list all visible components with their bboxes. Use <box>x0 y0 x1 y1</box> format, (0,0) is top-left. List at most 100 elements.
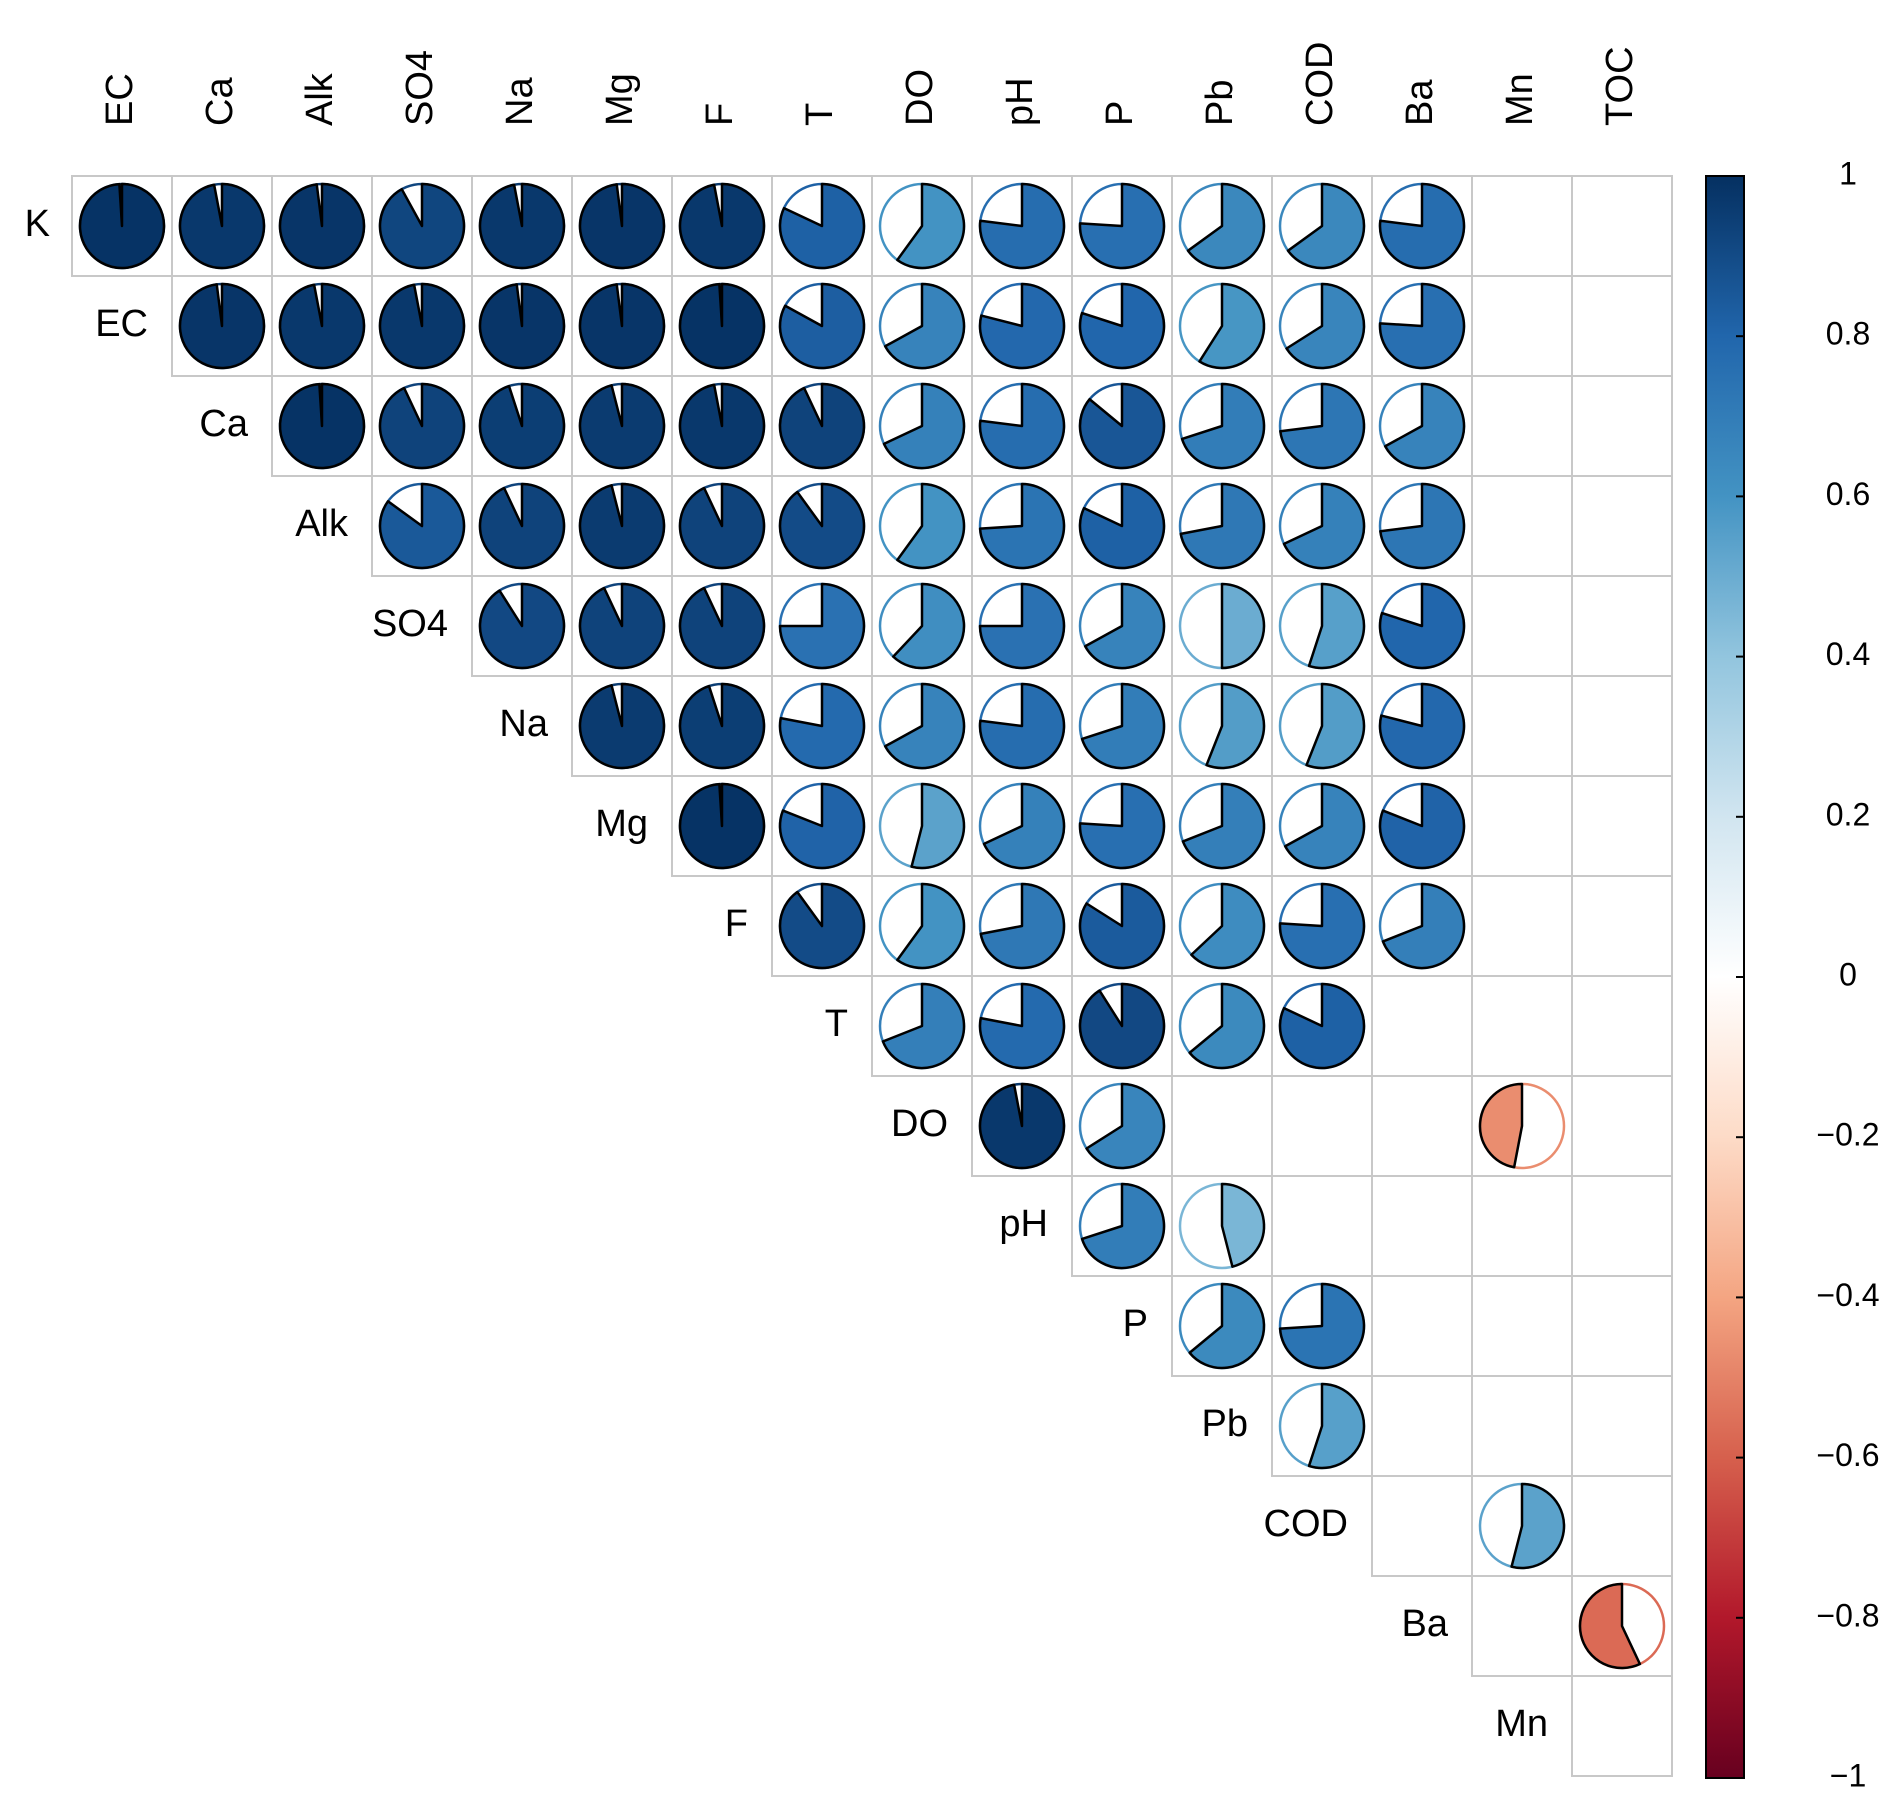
pie-sector <box>1078 382 1166 470</box>
pie-sector <box>778 482 866 570</box>
row-label: DO <box>891 1103 948 1145</box>
grid-cell <box>1371 1175 1473 1277</box>
grid-cell <box>1471 675 1573 777</box>
grid-cell <box>1571 375 1673 477</box>
row-label: P <box>1123 1303 1148 1345</box>
pie-sector <box>778 882 866 970</box>
pie-sector <box>578 582 666 670</box>
row-label: SO4 <box>372 603 448 645</box>
row-label: Mg <box>595 803 648 845</box>
pie-sector <box>378 182 466 270</box>
pie-sector <box>1085 1082 1166 1170</box>
pie-sector <box>1188 1282 1266 1370</box>
grid-cell <box>1471 1375 1573 1477</box>
column-label: Mg <box>599 73 641 126</box>
pie-sector <box>1285 282 1366 370</box>
row-label: Na <box>499 703 548 745</box>
pie-sector <box>1279 382 1366 470</box>
grid-cell <box>1271 1075 1373 1177</box>
pie-sector <box>883 682 966 770</box>
pie-sector <box>1378 282 1466 370</box>
pie-sector <box>896 482 966 570</box>
pie-sector <box>1080 682 1166 770</box>
pie-sector <box>1078 282 1166 370</box>
pie-sector <box>1278 1282 1366 1370</box>
pie-sector <box>378 382 466 470</box>
row-label: T <box>825 1003 848 1045</box>
pie-sector <box>1080 1182 1166 1270</box>
pie-sector <box>978 182 1066 270</box>
grid-cell <box>1571 475 1673 577</box>
grid-cell <box>1471 1175 1573 1277</box>
column-label: Alk <box>299 72 341 126</box>
grid-cell <box>1571 775 1673 877</box>
pie-sector <box>578 282 666 370</box>
pie-sector <box>1305 682 1366 770</box>
pie-sector <box>1381 882 1466 970</box>
row-label: Ba <box>1402 1603 1449 1645</box>
grid-cell <box>1471 175 1573 277</box>
pie-sector <box>910 782 966 870</box>
pie-sector <box>1283 782 1366 870</box>
column-label: COD <box>1299 42 1341 126</box>
pie-sector <box>1278 982 1366 1070</box>
pie-sector <box>778 582 866 670</box>
pie-sector <box>978 382 1066 470</box>
grid-cell <box>1571 575 1673 677</box>
colorbar-tick-label: −0.6 <box>1816 1437 1879 1473</box>
grid-cell <box>1571 1275 1673 1377</box>
grid-cell <box>1471 1575 1573 1677</box>
grid-cell <box>1571 875 1673 977</box>
grid-cell <box>1471 475 1573 577</box>
pie-sector <box>578 482 666 570</box>
column-label: Ca <box>199 77 241 126</box>
pie-sector <box>1188 982 1266 1070</box>
pie-sector <box>978 582 1066 670</box>
pie-sector <box>1378 182 1466 270</box>
row-label: EC <box>95 303 148 345</box>
pie-sector <box>1378 782 1466 870</box>
pie-sector <box>1181 782 1266 870</box>
column-label: Pb <box>1199 80 1241 126</box>
column-label: DO <box>899 69 941 126</box>
pie-sector <box>378 282 466 370</box>
pie-sector <box>678 282 766 370</box>
pie-sector <box>1186 182 1266 270</box>
pie-sector <box>982 782 1066 870</box>
colorbar-tick-label: 0.2 <box>1826 796 1870 832</box>
colorbar-tick-label: −0.8 <box>1816 1597 1879 1633</box>
grid-cell <box>1571 275 1673 377</box>
pie-sector <box>1220 582 1266 670</box>
grid-cell <box>1571 1175 1673 1277</box>
grid-cell <box>1571 675 1673 777</box>
pie-sector <box>1078 482 1166 570</box>
pie-sector <box>178 282 266 370</box>
grid-cell <box>1571 975 1673 1077</box>
pie-sector <box>678 382 766 470</box>
pie-sector <box>978 1082 1066 1170</box>
colorbar-tick-label: 0.8 <box>1826 316 1870 352</box>
column-label: EC <box>99 73 141 126</box>
colorbar-tick-label: −0.4 <box>1816 1277 1879 1313</box>
pie-sector <box>1510 1482 1566 1570</box>
pie-sector <box>1379 482 1466 570</box>
pie-sector <box>1383 382 1466 470</box>
grid-cell <box>1471 375 1573 477</box>
pie-sector <box>891 582 966 670</box>
pie-sector <box>678 582 766 670</box>
pie-sector <box>78 182 166 270</box>
pie-sector <box>678 682 766 770</box>
pie-sector <box>578 682 666 770</box>
pie-sector <box>1180 382 1266 470</box>
pie-sector <box>1478 1082 1524 1169</box>
pie-sector <box>778 782 866 870</box>
grid-cell <box>1371 1075 1473 1177</box>
pie-sector <box>278 182 366 270</box>
row-label: Pb <box>1202 1403 1248 1445</box>
pie-sector <box>1205 682 1266 770</box>
pie-sector <box>1190 882 1266 970</box>
grid-cell <box>1471 775 1573 877</box>
grid-cell <box>1371 975 1473 1077</box>
row-label: COD <box>1264 1503 1348 1545</box>
pie-sector <box>1378 682 1466 770</box>
